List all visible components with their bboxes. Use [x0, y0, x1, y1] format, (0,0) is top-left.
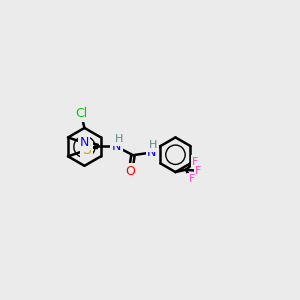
Text: F: F: [195, 166, 202, 176]
Text: S: S: [82, 143, 91, 157]
Text: N: N: [112, 140, 121, 153]
Text: F: F: [188, 175, 195, 184]
Text: F: F: [192, 157, 199, 167]
Text: N: N: [80, 136, 89, 149]
Text: H: H: [114, 134, 123, 145]
Text: H: H: [149, 140, 157, 151]
Text: Cl: Cl: [75, 107, 87, 120]
Text: N: N: [147, 146, 157, 159]
Text: O: O: [126, 165, 136, 178]
